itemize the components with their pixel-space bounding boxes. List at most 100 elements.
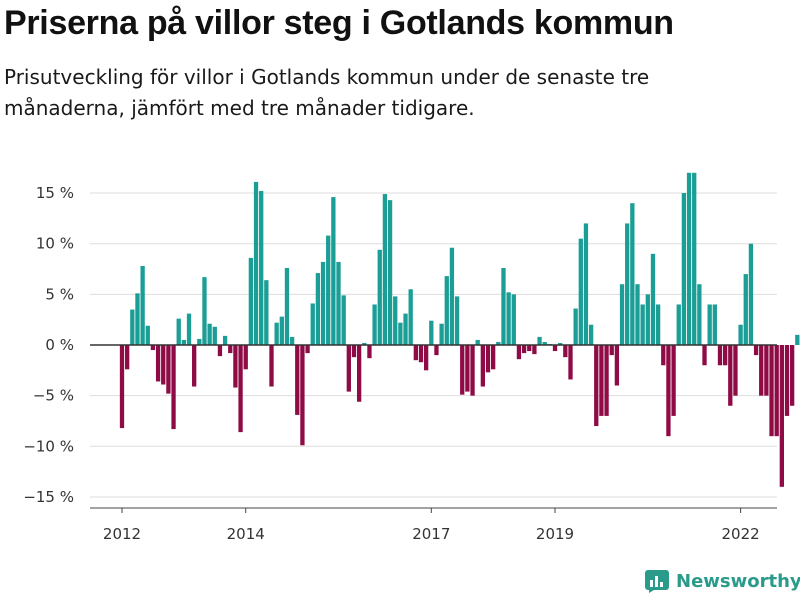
bar	[738, 324, 743, 345]
bar	[630, 203, 635, 345]
bar	[150, 345, 156, 351]
y-tick-label: 5 %	[45, 285, 74, 303]
bar	[248, 257, 254, 345]
bar	[537, 336, 542, 345]
bar	[346, 345, 351, 392]
bar	[372, 304, 377, 345]
bar	[527, 345, 532, 352]
y-tick-label: 0 %	[45, 336, 74, 354]
bar	[769, 345, 774, 437]
bar	[356, 345, 362, 402]
bar	[764, 345, 769, 396]
bar	[702, 345, 707, 366]
bar	[552, 345, 558, 352]
bar	[619, 284, 625, 345]
y-tick-label: −15 %	[23, 488, 74, 506]
bar	[568, 345, 573, 380]
y-tick-label: 10 %	[36, 235, 74, 253]
bar	[320, 261, 326, 345]
bar	[563, 345, 568, 358]
bar	[295, 345, 300, 415]
bar	[181, 339, 187, 346]
bar	[434, 345, 439, 356]
bar	[341, 295, 346, 345]
x-tick-label: 2012	[103, 525, 141, 543]
bar	[367, 345, 372, 359]
bar	[578, 238, 583, 345]
brand-name: Newsworthy	[676, 570, 800, 592]
bar	[614, 345, 620, 386]
bar	[655, 304, 661, 345]
bar	[259, 191, 264, 345]
bar	[166, 345, 171, 394]
bar	[475, 339, 480, 346]
bar	[661, 345, 666, 366]
bar	[289, 336, 295, 345]
bar	[217, 345, 223, 357]
bar	[387, 200, 393, 345]
x-tick-label: 2019	[536, 525, 574, 543]
bar	[377, 249, 382, 345]
bar	[186, 313, 192, 345]
bar	[403, 313, 408, 345]
y-tick-label: −5 %	[33, 387, 74, 405]
bar	[176, 318, 181, 345]
bar	[733, 345, 738, 396]
bar	[790, 345, 795, 406]
bar	[784, 345, 790, 416]
bar	[692, 172, 697, 345]
bar	[671, 345, 676, 416]
bar	[542, 341, 547, 345]
bar	[748, 243, 754, 345]
bar	[393, 296, 398, 345]
chart-title: Priserna på villor steg i Gotlands kommu…	[4, 4, 674, 42]
bar	[362, 342, 367, 345]
bar	[449, 247, 455, 345]
bar	[697, 284, 702, 345]
bar	[155, 345, 161, 382]
bar	[305, 345, 310, 354]
bar	[650, 253, 656, 345]
bar	[315, 273, 321, 345]
bar	[558, 342, 563, 345]
bar-chart-icon	[645, 570, 669, 593]
bar	[588, 324, 594, 345]
bar	[300, 345, 305, 446]
bar	[609, 345, 614, 356]
bar	[594, 345, 599, 427]
chart-subtitle: Prisutveckling för villor i Gotlands kom…	[4, 65, 650, 120]
bar	[279, 316, 284, 345]
bar	[408, 289, 413, 345]
bar	[125, 345, 130, 370]
bar	[635, 284, 640, 345]
bar	[460, 345, 465, 395]
bar	[511, 294, 516, 345]
bar	[145, 325, 150, 345]
bar	[207, 323, 212, 345]
bar	[454, 296, 460, 345]
bar	[573, 308, 578, 345]
brand-logo: Newsworthy	[644, 568, 800, 594]
bar	[413, 345, 418, 361]
bar	[222, 335, 228, 345]
bar	[424, 345, 429, 371]
bar	[253, 181, 259, 345]
bar	[119, 345, 125, 429]
bar	[398, 322, 403, 345]
bar	[444, 276, 449, 345]
bar	[135, 293, 140, 345]
bar	[753, 345, 759, 356]
bar	[480, 345, 485, 387]
bar	[676, 304, 681, 345]
bar	[728, 345, 733, 406]
bar	[202, 277, 207, 345]
bar	[521, 345, 527, 354]
bar	[604, 345, 609, 416]
bar	[779, 345, 784, 487]
bar	[192, 345, 197, 387]
bar	[707, 304, 712, 345]
bar	[418, 345, 424, 363]
bar	[269, 345, 274, 387]
bar	[228, 345, 233, 354]
